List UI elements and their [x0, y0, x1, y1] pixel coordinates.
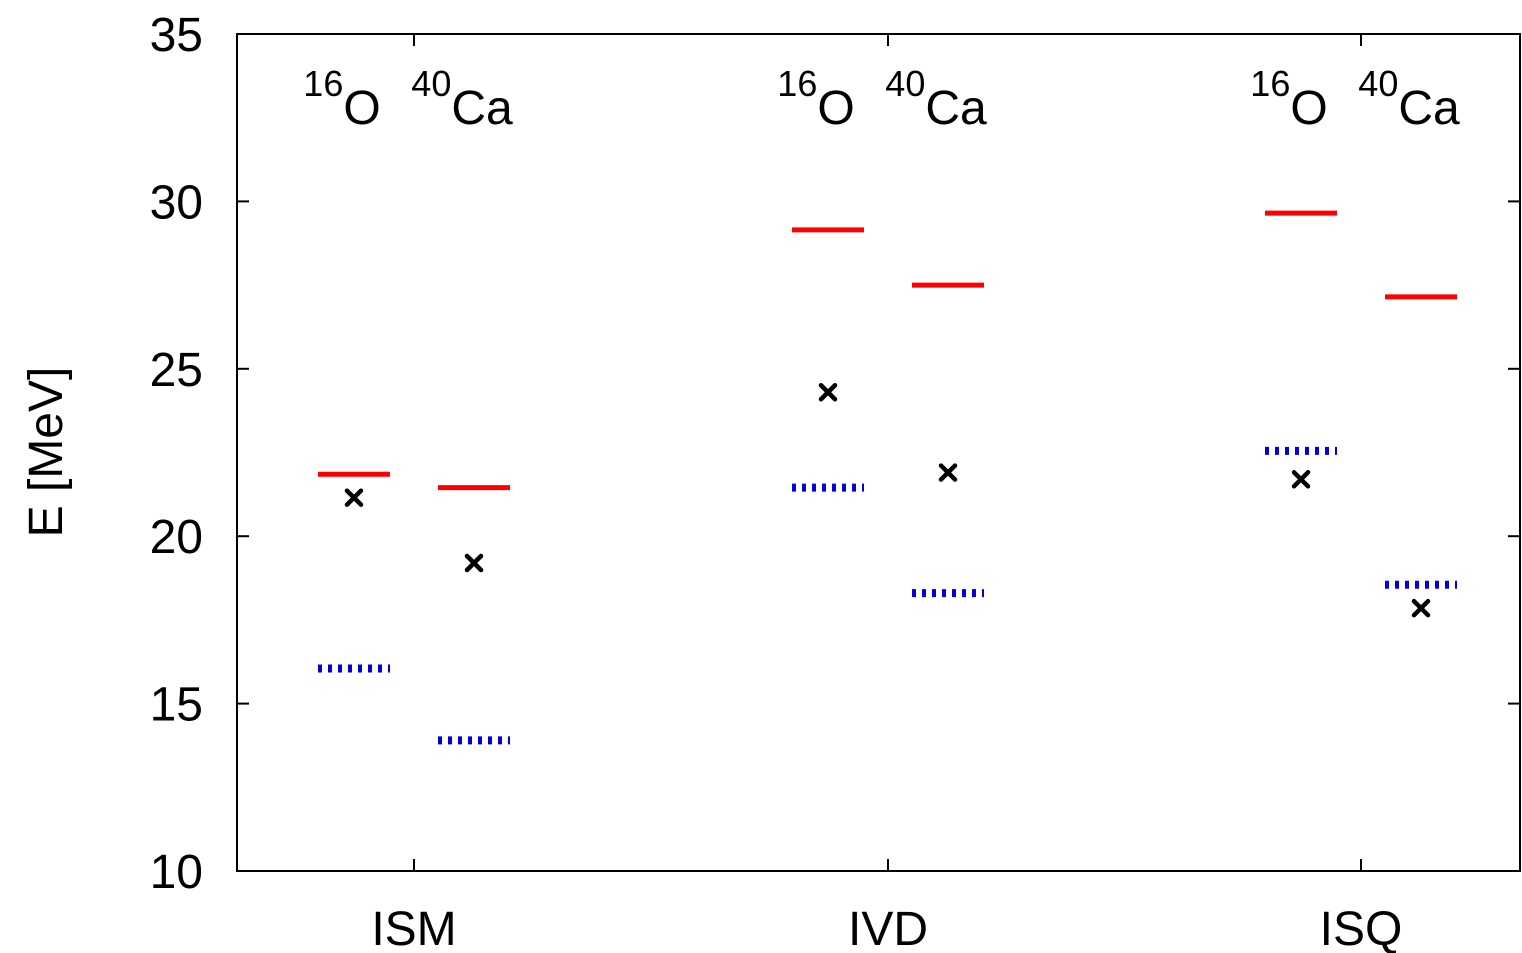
y-tick-label: 30 [150, 176, 203, 229]
cross-marker [938, 463, 958, 482]
nucleus-label: 16O [1250, 63, 1327, 135]
y-tick-label: 10 [150, 846, 203, 899]
x-tick-label: ISQ [1320, 903, 1403, 953]
cross-marker [1411, 598, 1431, 618]
mass-number: 16 [303, 63, 343, 104]
mass-number: 40 [885, 63, 925, 104]
y-tick-label: 35 [150, 9, 203, 62]
nucleus-label: 16O [777, 63, 854, 135]
element-symbol: Ca [1398, 82, 1460, 135]
cross-marker [818, 382, 838, 402]
element-symbol: O [1290, 82, 1327, 135]
y-axis-title: E [MeV] [20, 367, 73, 538]
mass-number: 40 [411, 63, 451, 104]
y-tick-label: 25 [150, 344, 203, 397]
plot-frame [236, 33, 1521, 872]
element-symbol: Ca [451, 82, 513, 135]
data-marks [318, 210, 1457, 745]
x-tick-label: ISM [371, 903, 456, 953]
nucleus-label: 40Ca [885, 63, 987, 135]
nucleus-labels: 16O 40Ca 16O 40Ca 16O 40Ca [303, 63, 1460, 135]
y-tick-label: 20 [150, 511, 203, 564]
x-axis-ticks: ISM IVD ISQ [371, 34, 1402, 953]
mass-number: 40 [1358, 63, 1398, 104]
nucleus-label: 16O [303, 63, 380, 135]
element-symbol: Ca [925, 82, 987, 135]
nucleus-label: 40Ca [411, 63, 513, 135]
mass-number: 16 [777, 63, 817, 104]
y-tick-label: 15 [150, 679, 203, 732]
element-symbol: O [343, 82, 380, 135]
cross-marker [464, 553, 484, 573]
x-tick-label: IVD [848, 903, 928, 953]
element-symbol: O [817, 82, 854, 135]
mass-number: 16 [1250, 63, 1290, 104]
nucleus-label: 40Ca [1358, 63, 1460, 135]
y-axis-ticks: 10 15 20 25 30 35 [150, 9, 1520, 899]
cross-marker [344, 488, 364, 507]
cross-marker [1291, 470, 1311, 489]
